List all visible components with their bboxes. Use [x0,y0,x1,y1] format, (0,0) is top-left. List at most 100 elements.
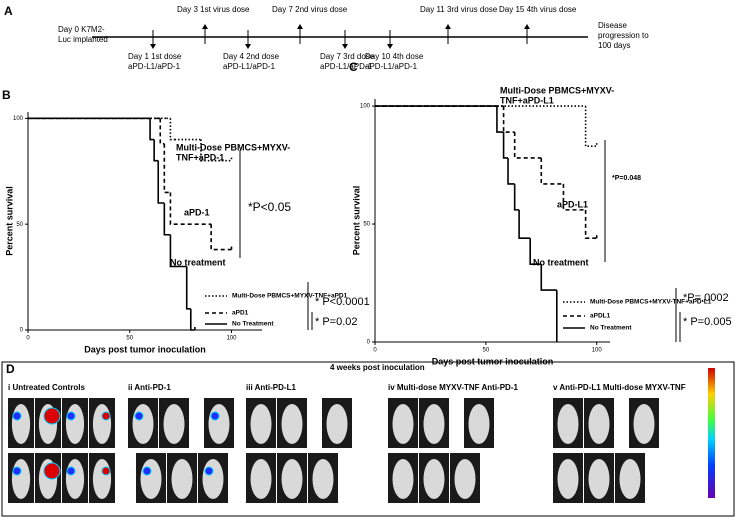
annotation: *P=0.048 [612,175,641,182]
mouse [454,459,476,499]
color-bar [708,368,715,498]
dose-label: Day 4 2nd dose [223,52,280,61]
legend-label: No Treatment [590,325,632,332]
dose-label: aPD-L1/aPD-1 [320,62,373,71]
survival-step [210,224,232,251]
mouse [171,459,193,499]
panel-title: 4 weeks post inoculation [330,363,425,372]
survival-step [584,106,597,147]
panel-letter: C [349,60,358,74]
timeline-end: 100 days [598,41,630,50]
survival-step [169,234,187,268]
signal [101,466,111,476]
survival-step [159,118,165,145]
signal [12,466,22,476]
annotation: No treatment [533,257,589,267]
x-tick-label: 100 [592,348,603,354]
survival-step [562,183,586,211]
mouse [423,459,445,499]
dose-label: aPD-L1/aPD-1 [365,62,418,71]
panel-letter: D [6,362,15,376]
mouse [588,404,610,444]
virus-dose-label: Day 3 1st virus dose [177,5,250,14]
y-tick-label: 0 [367,340,371,346]
y-tick-label: 100 [360,104,371,110]
mouse [11,459,31,499]
mouse [92,459,112,499]
timeline-start: Luc implanted [58,35,108,44]
dose-label: Day 1 1st dose [128,52,182,61]
panel-d-frame [1,361,735,517]
mouse [92,404,112,444]
signal [66,466,76,476]
p-value: * P<0.0001 [315,296,370,308]
x-tick-label: 50 [483,348,490,354]
mouse [557,404,579,444]
arrow-head [297,24,303,29]
y-tick-label: 100 [13,116,24,122]
arrow-head [150,44,156,49]
virus-dose-label: Day 7 2nd virus dose [272,5,348,14]
arrow-head [342,44,348,49]
survival-step [513,132,542,159]
survival-step [540,264,557,291]
survival-step [163,143,171,194]
survival-step [540,157,564,185]
timeline-start: Day 0 K7M2- [58,25,105,34]
p-value: * P=0.005 [683,316,732,328]
arrow-head [245,44,251,49]
panel-letter: B [2,88,11,102]
group-label: iii Anti-PD-L1 [246,383,296,392]
x-tick-label: 50 [126,336,133,342]
x-axis-label: Days post tumor inoculation [432,356,554,366]
arrow-head [202,24,208,29]
survival-step [185,266,191,310]
signal [204,466,214,476]
dose-label: Day 10 4th dose [365,52,424,61]
mouse [208,404,230,444]
annotation: aPD-L1 [557,199,588,209]
x-axis-label: Days post tumor inoculation [84,344,206,354]
timeline-end: Disease [598,21,627,30]
virus-dose-label: Day 15 4th virus dose [499,5,577,14]
mouse [140,459,162,499]
signal [210,411,220,421]
survival-step [169,118,175,141]
mouse [132,404,154,444]
survival-step [169,192,212,225]
survival-step [200,139,232,162]
survival-step [502,132,509,159]
survival-step [584,209,597,239]
signal [134,411,144,421]
y-tick-label: 50 [363,222,370,228]
annotation: Multi-Dose PBMCS+MYXV- [176,142,290,152]
mouse [423,404,445,444]
survival-step [513,183,520,211]
survival-step [518,209,531,239]
survival-step [189,308,195,331]
group-label: iv Multi-dose MYXV-TNF Anti-PD-1 [388,383,518,392]
mouse [163,404,185,444]
mouse [468,404,490,444]
mouse [11,404,31,444]
mouse [588,459,610,499]
mouse [557,459,579,499]
p-value: *P=.0002 [683,292,729,304]
annotation: TNF+aPD-L1 [500,95,554,105]
mouse [633,404,655,444]
y-axis-label: Percent survival [351,186,361,256]
signal [12,411,22,421]
mouse [65,404,85,444]
legend-label: aPD1 [232,310,249,317]
survival-step [157,160,165,204]
dose-label: aPD-L1/aPD-1 [128,62,181,71]
survival-step [163,203,171,236]
annotation: TNF+aPD-1 [176,152,224,162]
survival-step [149,118,155,141]
legend-label: Multi-Dose PBMCS+MYXV-TNF+aPD1 [232,293,348,300]
mouse [392,459,414,499]
x-tick-label: 0 [26,336,30,342]
mouse [281,404,303,444]
survival-step [153,139,159,162]
